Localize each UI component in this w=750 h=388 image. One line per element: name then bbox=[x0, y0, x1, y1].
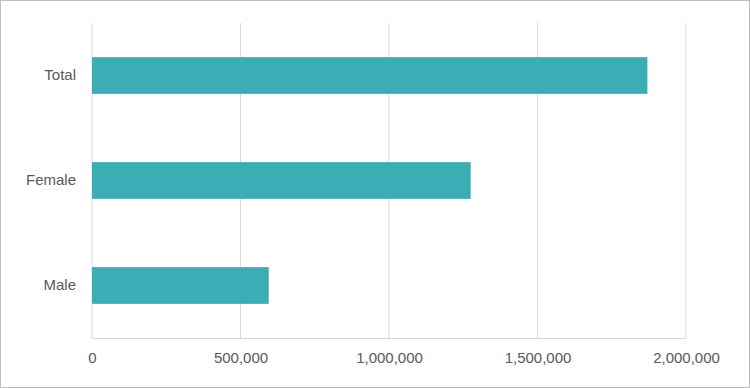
x-tick-label: 1,500,000 bbox=[505, 349, 572, 366]
x-axis: 0 500,000 1,000,000 1,500,000 2,000,000 bbox=[88, 338, 720, 366]
bar bbox=[92, 267, 269, 304]
x-tick-label: 0 bbox=[88, 349, 96, 366]
bars bbox=[92, 57, 647, 304]
y-tick: Total bbox=[44, 66, 92, 83]
x-tick: 1,500,000 bbox=[505, 338, 572, 366]
bar bbox=[92, 162, 471, 199]
x-tick-label: 2,000,000 bbox=[653, 349, 720, 366]
x-axis-line bbox=[93, 338, 687, 339]
x-tick: 2,000,000 bbox=[653, 338, 720, 366]
x-tick-label: 1,000,000 bbox=[356, 349, 423, 366]
bar bbox=[92, 57, 647, 94]
y-axis: Total Female Male bbox=[26, 66, 92, 293]
y-tick-label: Female bbox=[26, 171, 76, 188]
x-tick-label: 500,000 bbox=[214, 349, 268, 366]
y-tick-label: Total bbox=[44, 66, 76, 83]
grid bbox=[92, 23, 686, 338]
y-tick-label: Male bbox=[43, 276, 76, 293]
y-tick: Male bbox=[43, 276, 92, 293]
x-tick: 1,000,000 bbox=[356, 338, 423, 366]
y-tick: Female bbox=[26, 171, 92, 188]
chart-frame bbox=[1, 1, 750, 388]
grid-line bbox=[686, 23, 687, 338]
x-tick: 0 bbox=[88, 338, 96, 366]
x-tick: 500,000 bbox=[214, 338, 268, 366]
chart: 0 500,000 1,000,000 1,500,000 2,000,000 Total… bbox=[0, 0, 750, 388]
